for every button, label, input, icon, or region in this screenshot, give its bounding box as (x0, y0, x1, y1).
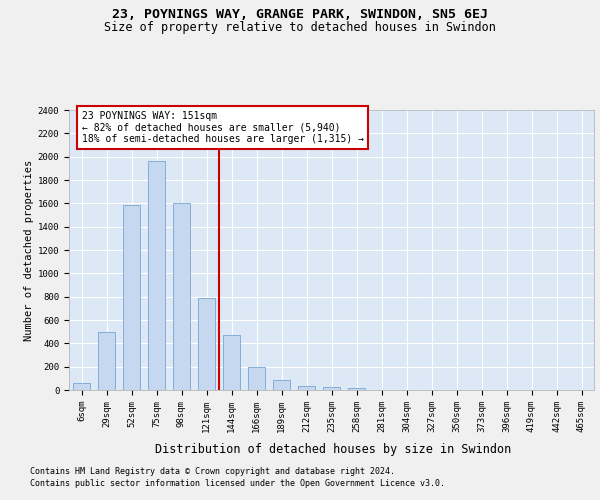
Bar (123, 204, 140, 390)
Text: Contains HM Land Registry data © Crown copyright and database right 2024.: Contains HM Land Registry data © Crown c… (30, 467, 395, 476)
Bar (98, 332, 115, 390)
Bar (148, 162, 165, 390)
Text: Distribution of detached houses by size in Swindon: Distribution of detached houses by size … (155, 442, 511, 456)
Bar (248, 366, 265, 390)
Bar (273, 380, 290, 390)
Bar (173, 204, 190, 390)
Bar (348, 388, 365, 390)
Text: Size of property relative to detached houses in Swindon: Size of property relative to detached ho… (104, 21, 496, 34)
Bar (73, 383, 90, 390)
Text: 23, POYNINGS WAY, GRANGE PARK, SWINDON, SN5 6EJ: 23, POYNINGS WAY, GRANGE PARK, SWINDON, … (112, 8, 488, 20)
Bar (323, 387, 340, 390)
Bar (298, 386, 315, 390)
Bar (223, 335, 240, 390)
Text: 23 POYNINGS WAY: 151sqm
← 82% of detached houses are smaller (5,940)
18% of semi: 23 POYNINGS WAY: 151sqm ← 82% of detache… (82, 111, 364, 144)
Text: Contains public sector information licensed under the Open Government Licence v3: Contains public sector information licen… (30, 478, 445, 488)
Bar (198, 298, 215, 390)
Y-axis label: Number of detached properties: Number of detached properties (23, 160, 34, 340)
